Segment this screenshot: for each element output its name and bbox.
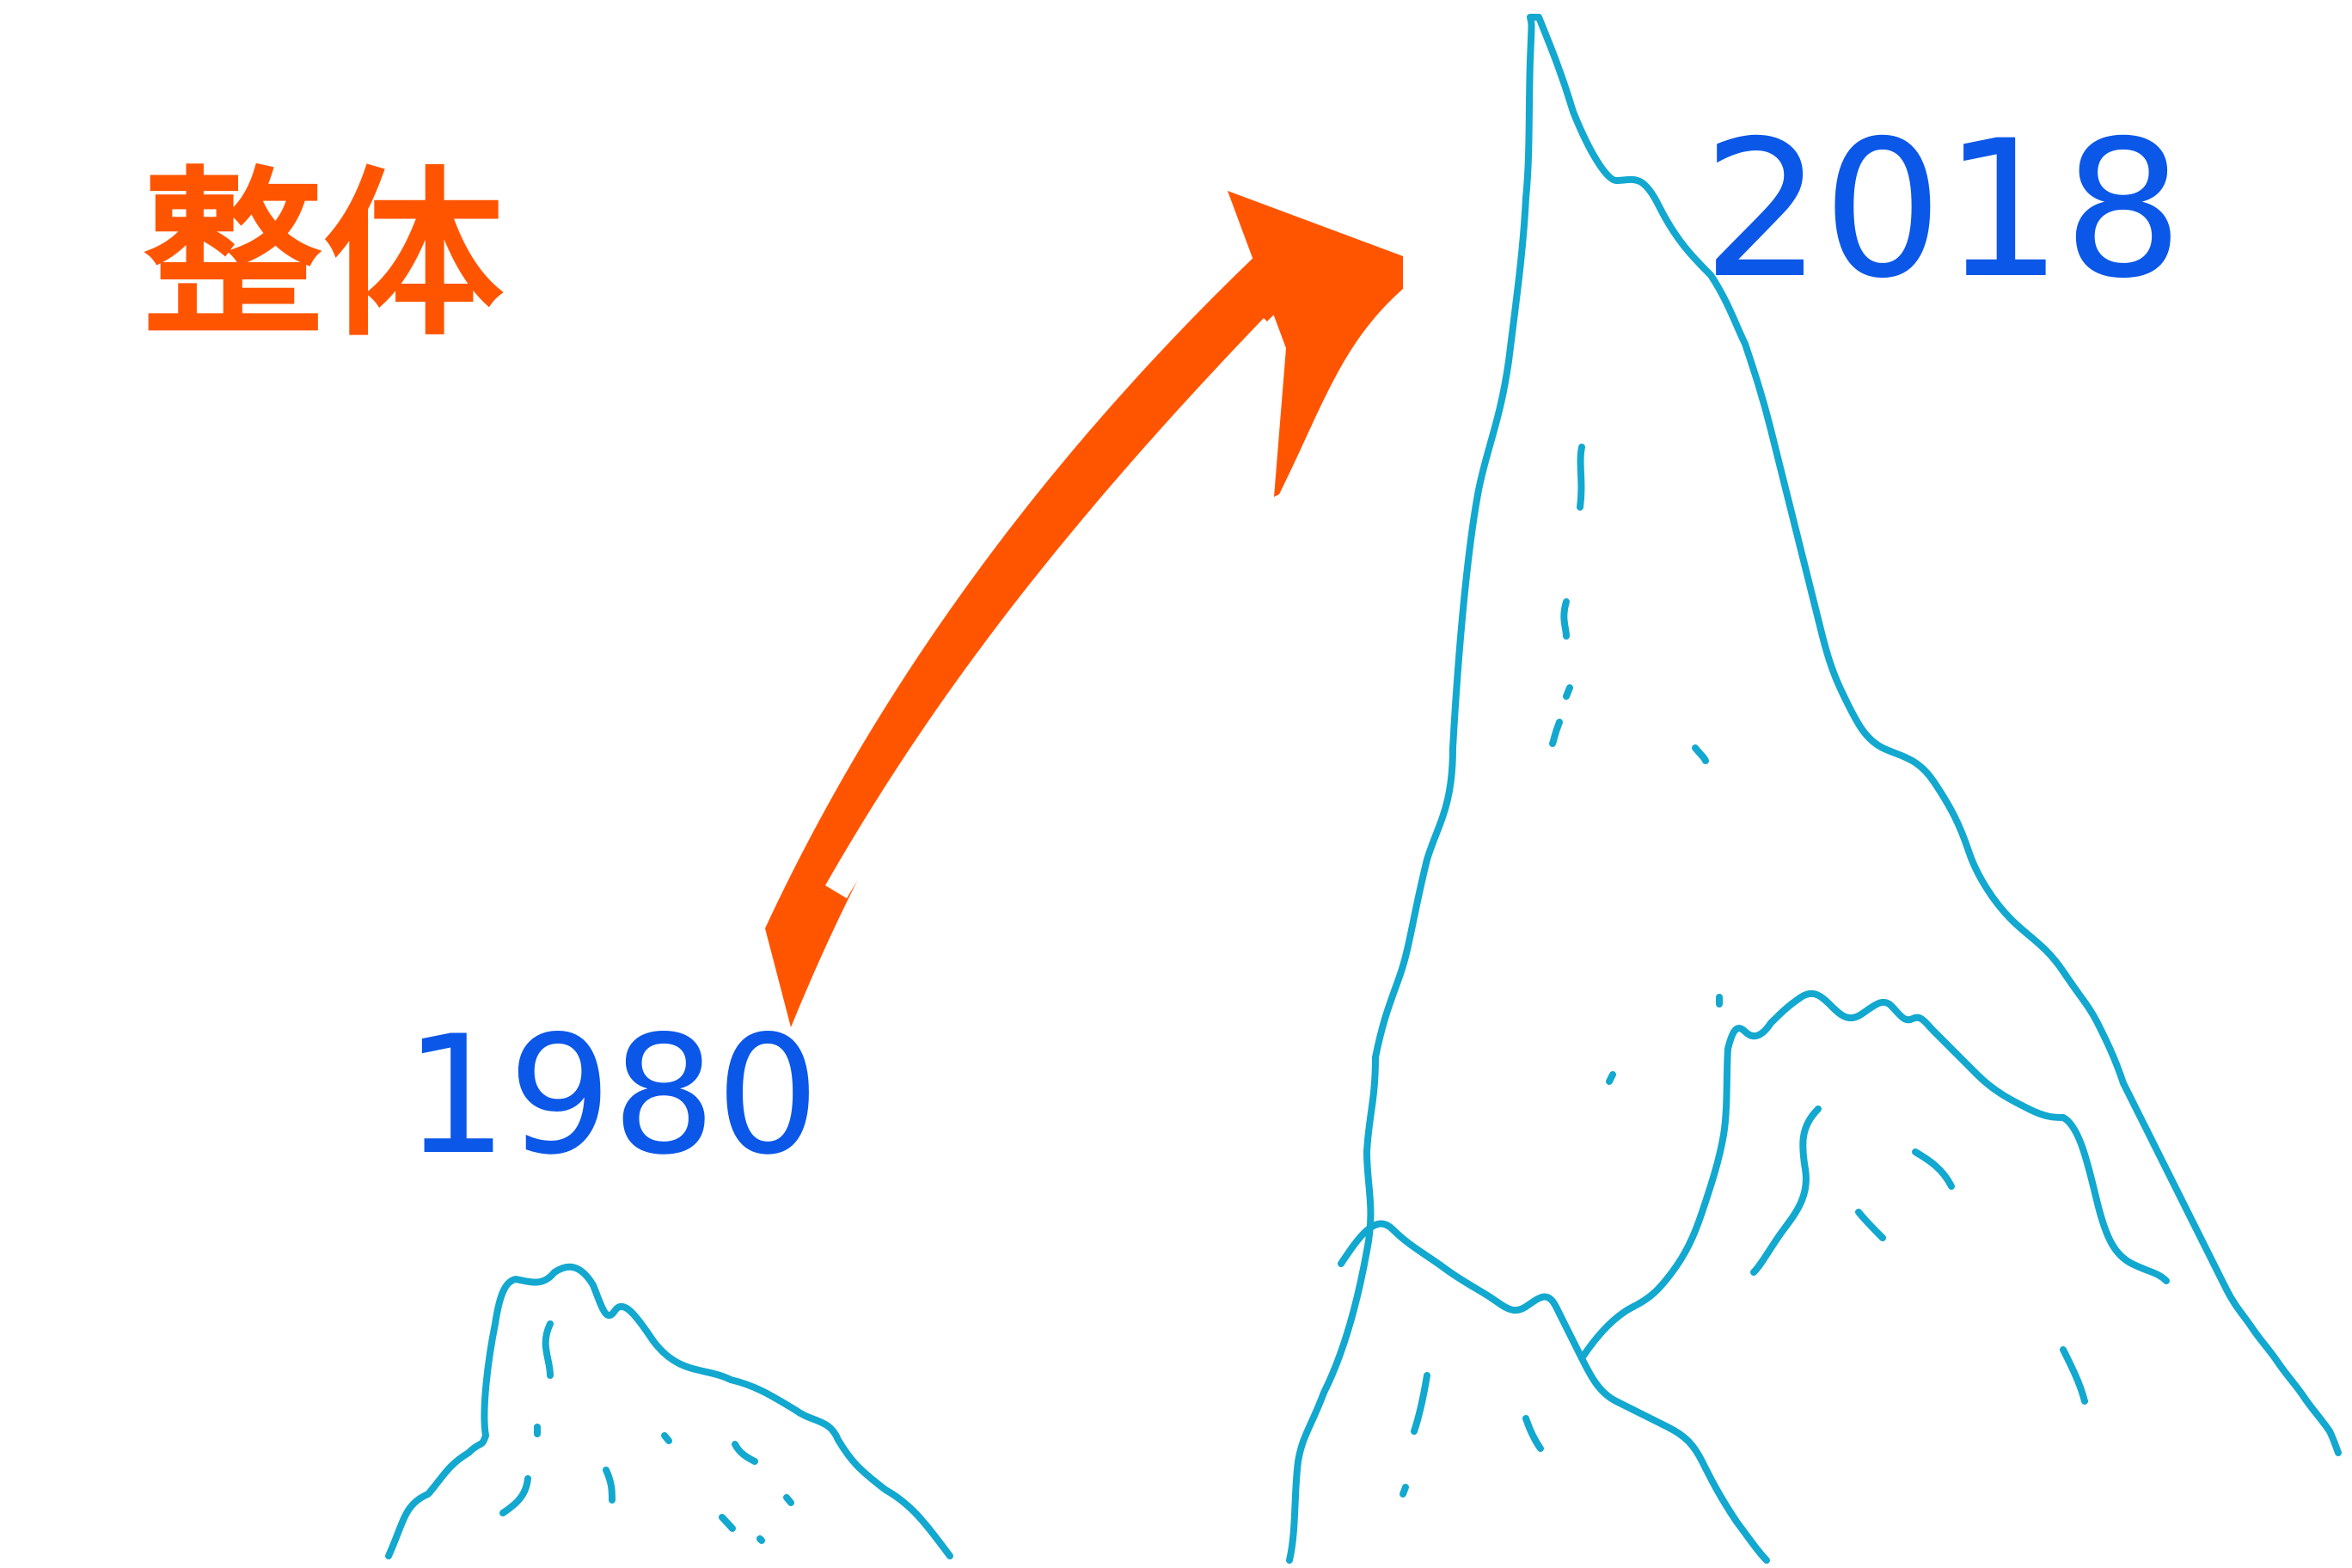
end-year-label: 2018 — [1702, 100, 2184, 320]
arrow-up-right-icon — [765, 224, 1375, 1027]
title-text: 整体 — [143, 150, 504, 361]
start-year-label: 1980 — [404, 1001, 820, 1191]
small-mountain — [385, 1263, 953, 1559]
large-mountain — [1286, 14, 2342, 1564]
mountain-icon — [1286, 14, 2342, 1564]
arrow-inner-gap — [825, 318, 1285, 898]
growth-arrow — [765, 191, 1403, 1027]
arrow-head — [1228, 191, 1403, 497]
mountain-icon — [385, 1263, 953, 1559]
